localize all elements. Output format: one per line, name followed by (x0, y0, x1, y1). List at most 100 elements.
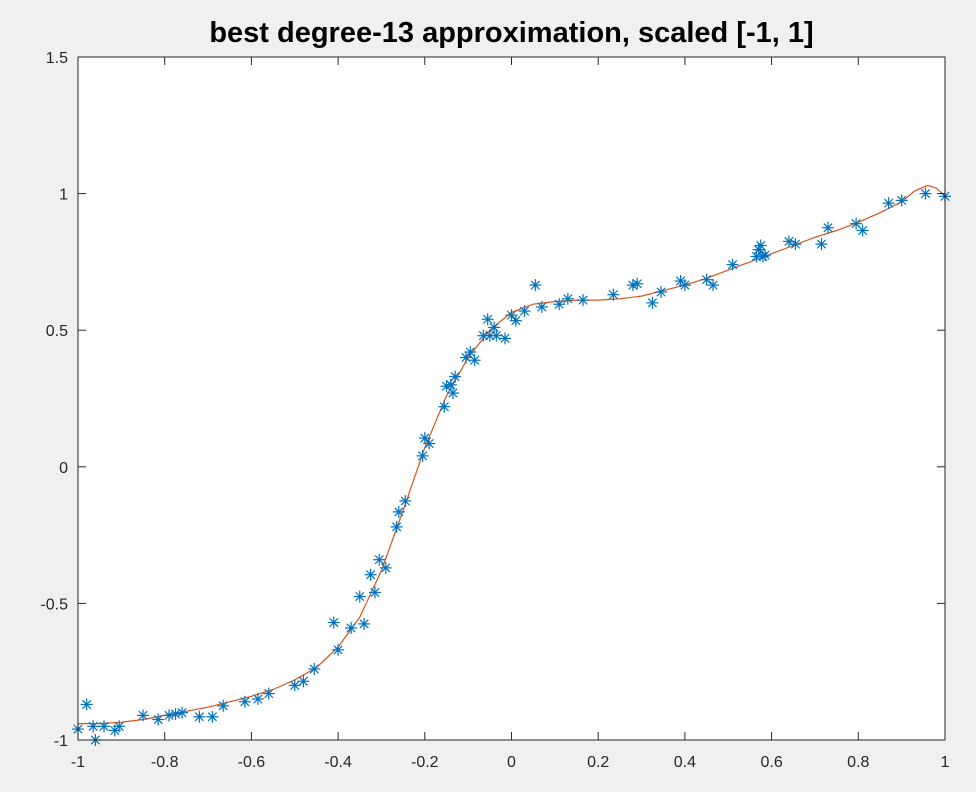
marker-stroke (897, 195, 907, 206)
marker-stroke (346, 623, 356, 633)
data-point-marker (238, 695, 251, 708)
marker-stroke (760, 250, 770, 260)
data-point-marker (754, 239, 767, 252)
data-point-marker (726, 258, 739, 271)
marker-stroke (264, 688, 274, 699)
data-point-marker (87, 720, 100, 733)
marker-stroke (506, 310, 517, 320)
marker-stroke (563, 294, 573, 304)
marker-stroke (448, 388, 458, 398)
fit-curve-layer (78, 184, 946, 725)
data-point-marker (288, 679, 301, 692)
marker-stroke (153, 714, 163, 725)
y-tick-label: -1 (54, 733, 68, 750)
data-point-marker (856, 224, 869, 237)
x-tick-label: -0.6 (238, 754, 266, 771)
data-point-marker (444, 378, 457, 391)
data-point-marker (390, 520, 403, 533)
marker-stroke (290, 680, 300, 690)
marker-stroke (88, 721, 98, 731)
marker-stroke (381, 563, 391, 573)
data-point-marker (678, 279, 691, 292)
data-point-marker (217, 699, 230, 712)
axis-ticks-layer: -1 -0.8 -0.6 -0.4 -0.2 0 0.2 0.4 0.6 0.8 1 -1 -0.5 0 0… (40, 50, 949, 771)
marker-stroke (114, 721, 124, 731)
x-tick-label: 0.4 (674, 754, 696, 771)
data-point-marker (262, 687, 275, 700)
marker-stroke (359, 619, 369, 629)
marker-stroke (400, 496, 410, 506)
data-point-marker (80, 698, 93, 711)
marker-stroke (485, 331, 495, 341)
marker-stroke (675, 276, 686, 286)
marker-stroke (478, 331, 488, 341)
data-point-marker (553, 298, 566, 311)
data-point-marker (345, 621, 358, 634)
marker-stroke (450, 372, 460, 382)
data-point-marker (392, 505, 405, 518)
data-point-marker (464, 346, 477, 359)
x-tick-label: -0.2 (411, 754, 439, 771)
data-point-marker (332, 643, 345, 656)
marker-stroke (823, 223, 833, 233)
marker-stroke (500, 333, 510, 344)
marker-stroke (491, 331, 501, 341)
marker-stroke (82, 699, 92, 710)
data-point-marker (646, 296, 659, 309)
marker-stroke (578, 295, 588, 305)
data-point-marker (518, 305, 531, 318)
x-tick-label: -0.8 (151, 754, 179, 771)
marker-stroke (164, 710, 174, 721)
data-point-marker (176, 706, 189, 719)
marker-stroke (391, 522, 402, 532)
data-point-marker (655, 285, 668, 298)
marker-stroke (461, 352, 471, 363)
data-point-marker (468, 354, 481, 367)
data-point-marker (368, 586, 381, 599)
marker-stroke (483, 314, 493, 324)
data-point-marker (481, 313, 494, 326)
marker-stroke (656, 287, 666, 297)
data-point-marker (488, 321, 501, 334)
marker-stroke (253, 694, 263, 704)
marker-stroke (418, 451, 428, 461)
marker-stroke (424, 438, 434, 449)
marker-stroke (632, 279, 642, 289)
data-point-marker (882, 197, 895, 210)
data-point-marker (438, 400, 451, 413)
marker-stroke (727, 260, 738, 270)
data-point-marker (700, 273, 713, 286)
data-point-marker (353, 590, 366, 603)
marker-stroke (99, 721, 109, 731)
marker-stroke (355, 591, 365, 602)
x-tick-label: 0.2 (587, 754, 609, 771)
data-point-marker (379, 561, 392, 574)
data-point-marker (423, 437, 436, 450)
x-tick-label: 0.6 (760, 754, 782, 771)
y-tick-label: 1.5 (46, 50, 68, 67)
data-point-marker (895, 194, 908, 207)
marker-stroke (465, 347, 475, 357)
marker-stroke (365, 570, 376, 580)
x-tick-label: -0.4 (324, 754, 352, 771)
data-point-marker (561, 292, 574, 305)
data-point-marker (327, 616, 340, 629)
marker-stroke (420, 433, 430, 443)
data-point-marker (364, 568, 377, 581)
data-point-marker (449, 370, 462, 383)
y-tick-label: -0.5 (40, 596, 68, 613)
marker-stroke (701, 275, 712, 285)
data-point-marker (707, 279, 720, 292)
data-point-marker (509, 314, 522, 327)
marker-stroke (138, 710, 148, 721)
marker-stroke (240, 697, 250, 707)
marker-stroke (446, 380, 456, 390)
data-point-marker (358, 617, 371, 630)
marker-stroke (298, 676, 309, 686)
plot-area (78, 57, 945, 740)
y-tick-label: 0.5 (46, 323, 68, 340)
data-point-marker (919, 187, 932, 200)
data-point-marker (607, 288, 620, 301)
marker-stroke (218, 701, 228, 711)
